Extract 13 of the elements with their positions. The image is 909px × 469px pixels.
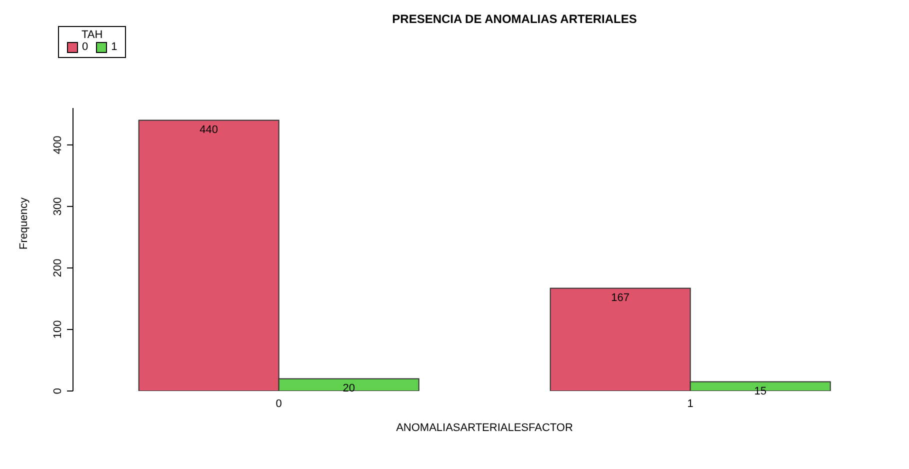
y-tick-label: 300 — [52, 197, 64, 216]
chart-title: PRESENCIA DE ANOMALIAS ARTERIALES — [391, 11, 638, 26]
y-tick-label: 400 — [52, 136, 64, 154]
y-axis-title: Frequency — [18, 197, 30, 250]
data-label: 167 — [611, 292, 630, 304]
data-label: 440 — [200, 124, 218, 136]
y-tick-label: 0 — [52, 388, 64, 394]
legend-label: 1 — [110, 41, 118, 53]
legend-label: 0 — [81, 41, 88, 53]
y-tick-label: 200 — [52, 258, 64, 278]
y-tick-label: 100 — [52, 320, 64, 339]
x-axis-title: ANOMALIASARTERIALESFACTOR — [396, 422, 573, 434]
legend-title: TAH — [80, 29, 104, 41]
